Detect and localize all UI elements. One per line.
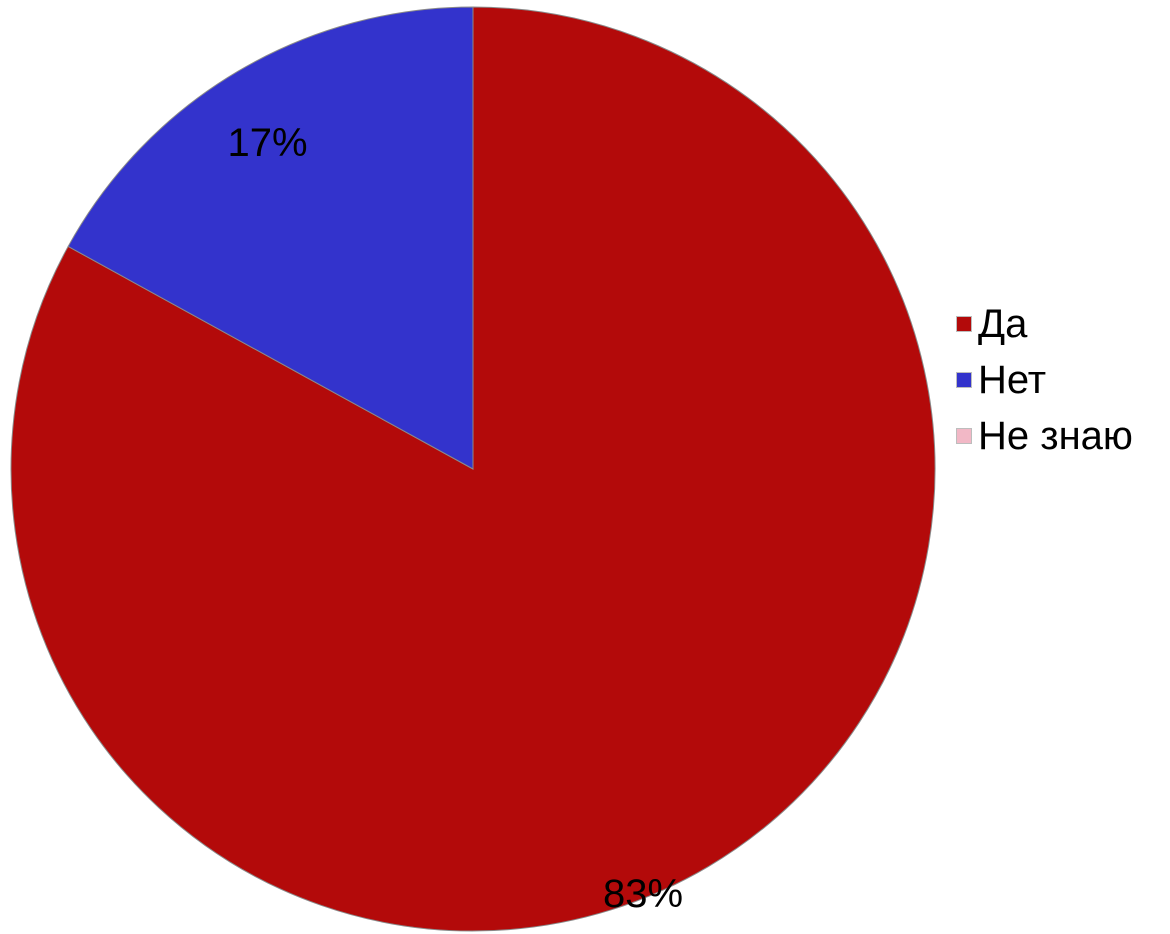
legend-swatch-yes [956,316,972,332]
pie-slice-no [67,6,474,470]
legend-label-no: Нет [978,358,1047,402]
legend-swatch-dont-know [956,428,972,444]
legend-item-no: Нет [956,352,1133,408]
pie-data-labels: 83% 17% [228,121,683,916]
data-label-yes: 83% [603,872,683,916]
legend-item-yes: Да [956,296,1133,352]
legend-swatch-no [956,372,972,388]
legend-label-yes: Да [978,302,1028,346]
pie-slices [10,6,936,932]
legend: Да Нет Не знаю [956,296,1133,464]
pie-slice-yes [10,6,936,932]
legend-item-dont-know: Не знаю [956,408,1133,464]
legend-label-dont-know: Не знаю [978,414,1133,458]
data-label-no: 17% [228,121,308,165]
